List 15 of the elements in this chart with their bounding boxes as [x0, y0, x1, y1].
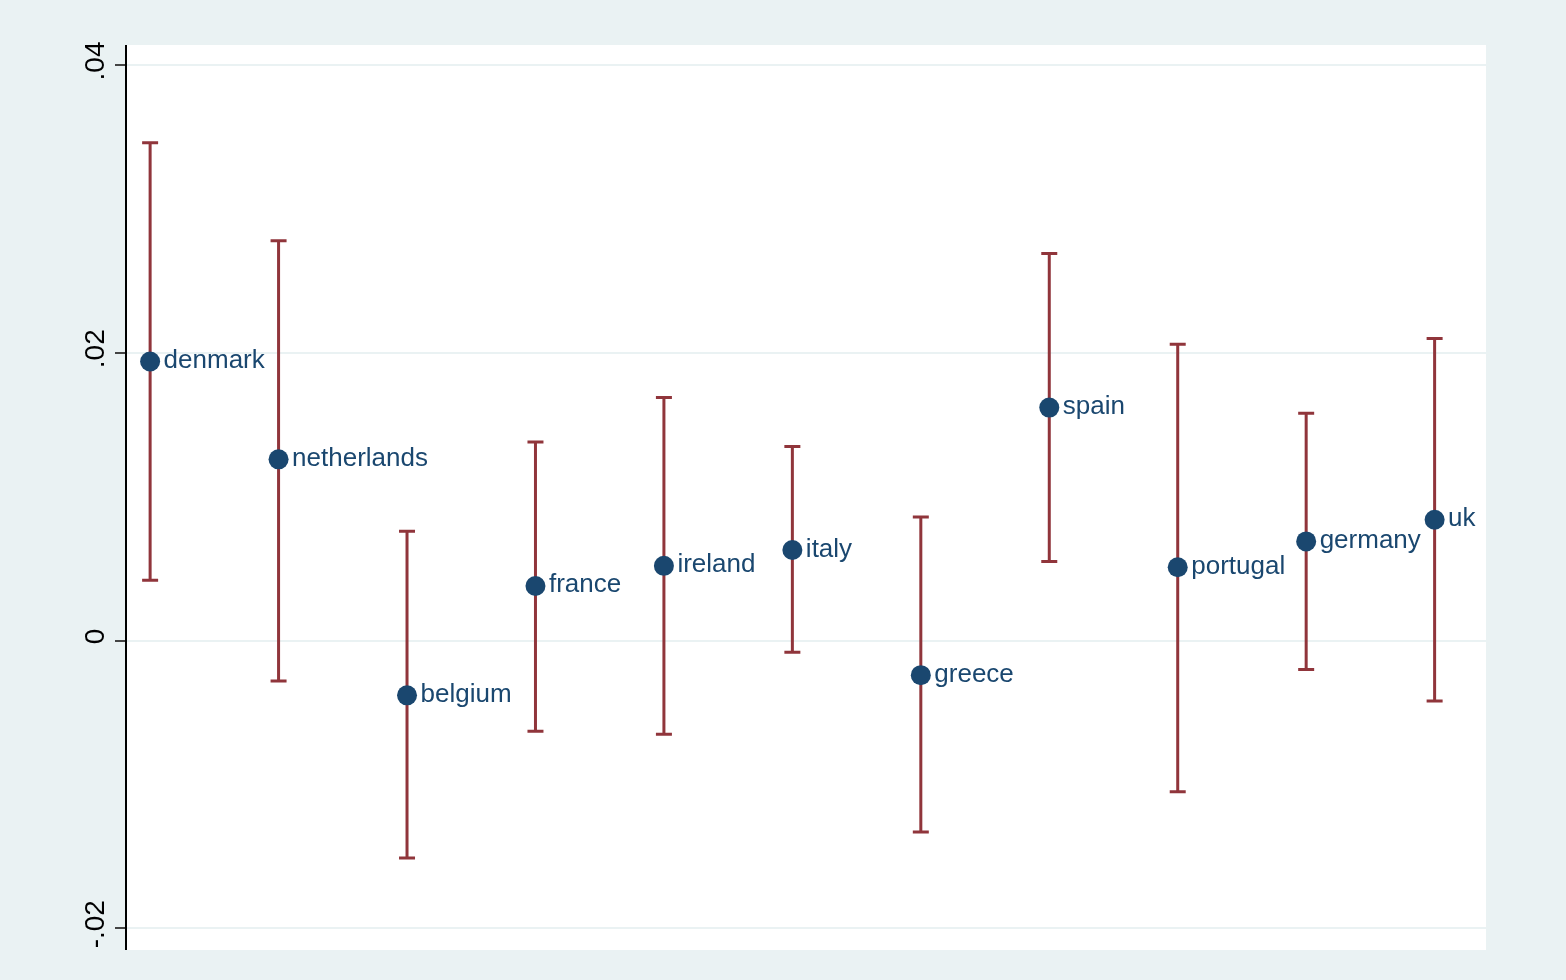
series-label: greece [934, 657, 1014, 688]
series-label: denmark [163, 344, 266, 375]
series-label: uk [1448, 502, 1477, 533]
series-label: portugal [1191, 549, 1286, 580]
series-label: belgium [420, 677, 512, 708]
y-tick-label: .02 [78, 329, 110, 369]
y-tick-label: .04 [78, 41, 110, 81]
series-label: germany [1319, 523, 1421, 554]
series-label: ireland [677, 548, 756, 579]
y-tick-label: -.02 [78, 900, 110, 949]
series-label: italy [805, 532, 853, 563]
y-tick-label: 0 [78, 628, 110, 645]
series-label: spain [1062, 390, 1125, 421]
series-label: netherlands [292, 441, 428, 472]
series-label: france [548, 568, 622, 599]
